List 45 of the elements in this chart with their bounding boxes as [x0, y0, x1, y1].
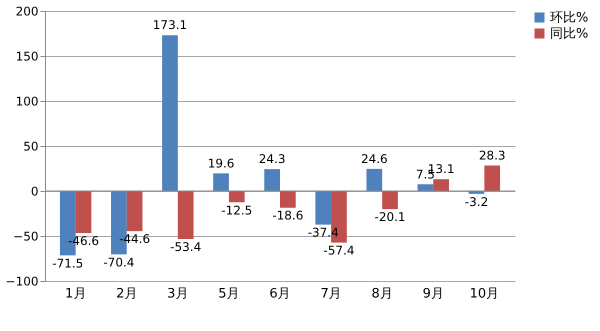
legend-label: 同比% [550, 26, 588, 42]
data-label: -12.5 [221, 203, 252, 218]
x-tick-label: 3月 [167, 286, 188, 302]
data-label: 24.3 [258, 152, 286, 166]
bar [76, 191, 92, 233]
y-tick-label: 50 [23, 140, 38, 154]
bar [366, 168, 382, 191]
data-label: 24.6 [360, 152, 388, 166]
bar [280, 191, 296, 208]
y-tick-label: 100 [16, 94, 38, 108]
y-tick-label: −100 [6, 274, 38, 288]
x-tick-label: 7月 [320, 286, 342, 302]
data-label: -18.6 [272, 208, 304, 223]
y-tick-label: 200 [16, 4, 38, 18]
data-label: -71.5 [52, 256, 84, 270]
y-tick-label: 0 [30, 184, 38, 198]
data-label: -53.4 [170, 240, 202, 254]
bar [484, 166, 500, 191]
data-label: -57.4 [323, 244, 354, 258]
x-tick-label: 5月 [218, 286, 240, 302]
bar [213, 173, 229, 191]
data-label: 19.6 [208, 156, 234, 170]
data-label: 173.1 [152, 18, 188, 32]
bar [162, 35, 178, 191]
data-label: 28.3 [478, 148, 506, 163]
y-tick-label: −50 [13, 230, 38, 244]
legend-label: 环比% [550, 10, 588, 26]
data-label: -20.1 [374, 210, 406, 224]
x-tick-label: 9月 [422, 286, 444, 302]
x-tick-label: 2月 [116, 286, 138, 302]
data-label: -70.4 [103, 255, 134, 270]
bar [418, 184, 434, 191]
bar [178, 191, 194, 240]
y-tick-label: 150 [16, 50, 38, 64]
bar [433, 179, 449, 191]
bar [382, 191, 398, 210]
x-tick-label: 6月 [269, 286, 291, 302]
data-label: -3.2 [464, 194, 488, 209]
bar [126, 191, 142, 232]
bar [228, 191, 245, 202]
x-tick-label: 8月 [372, 286, 393, 302]
x-tick-label: 10月 [470, 286, 500, 302]
bar [315, 191, 332, 225]
x-tick-label: 1月 [65, 286, 86, 302]
bar [264, 169, 280, 191]
